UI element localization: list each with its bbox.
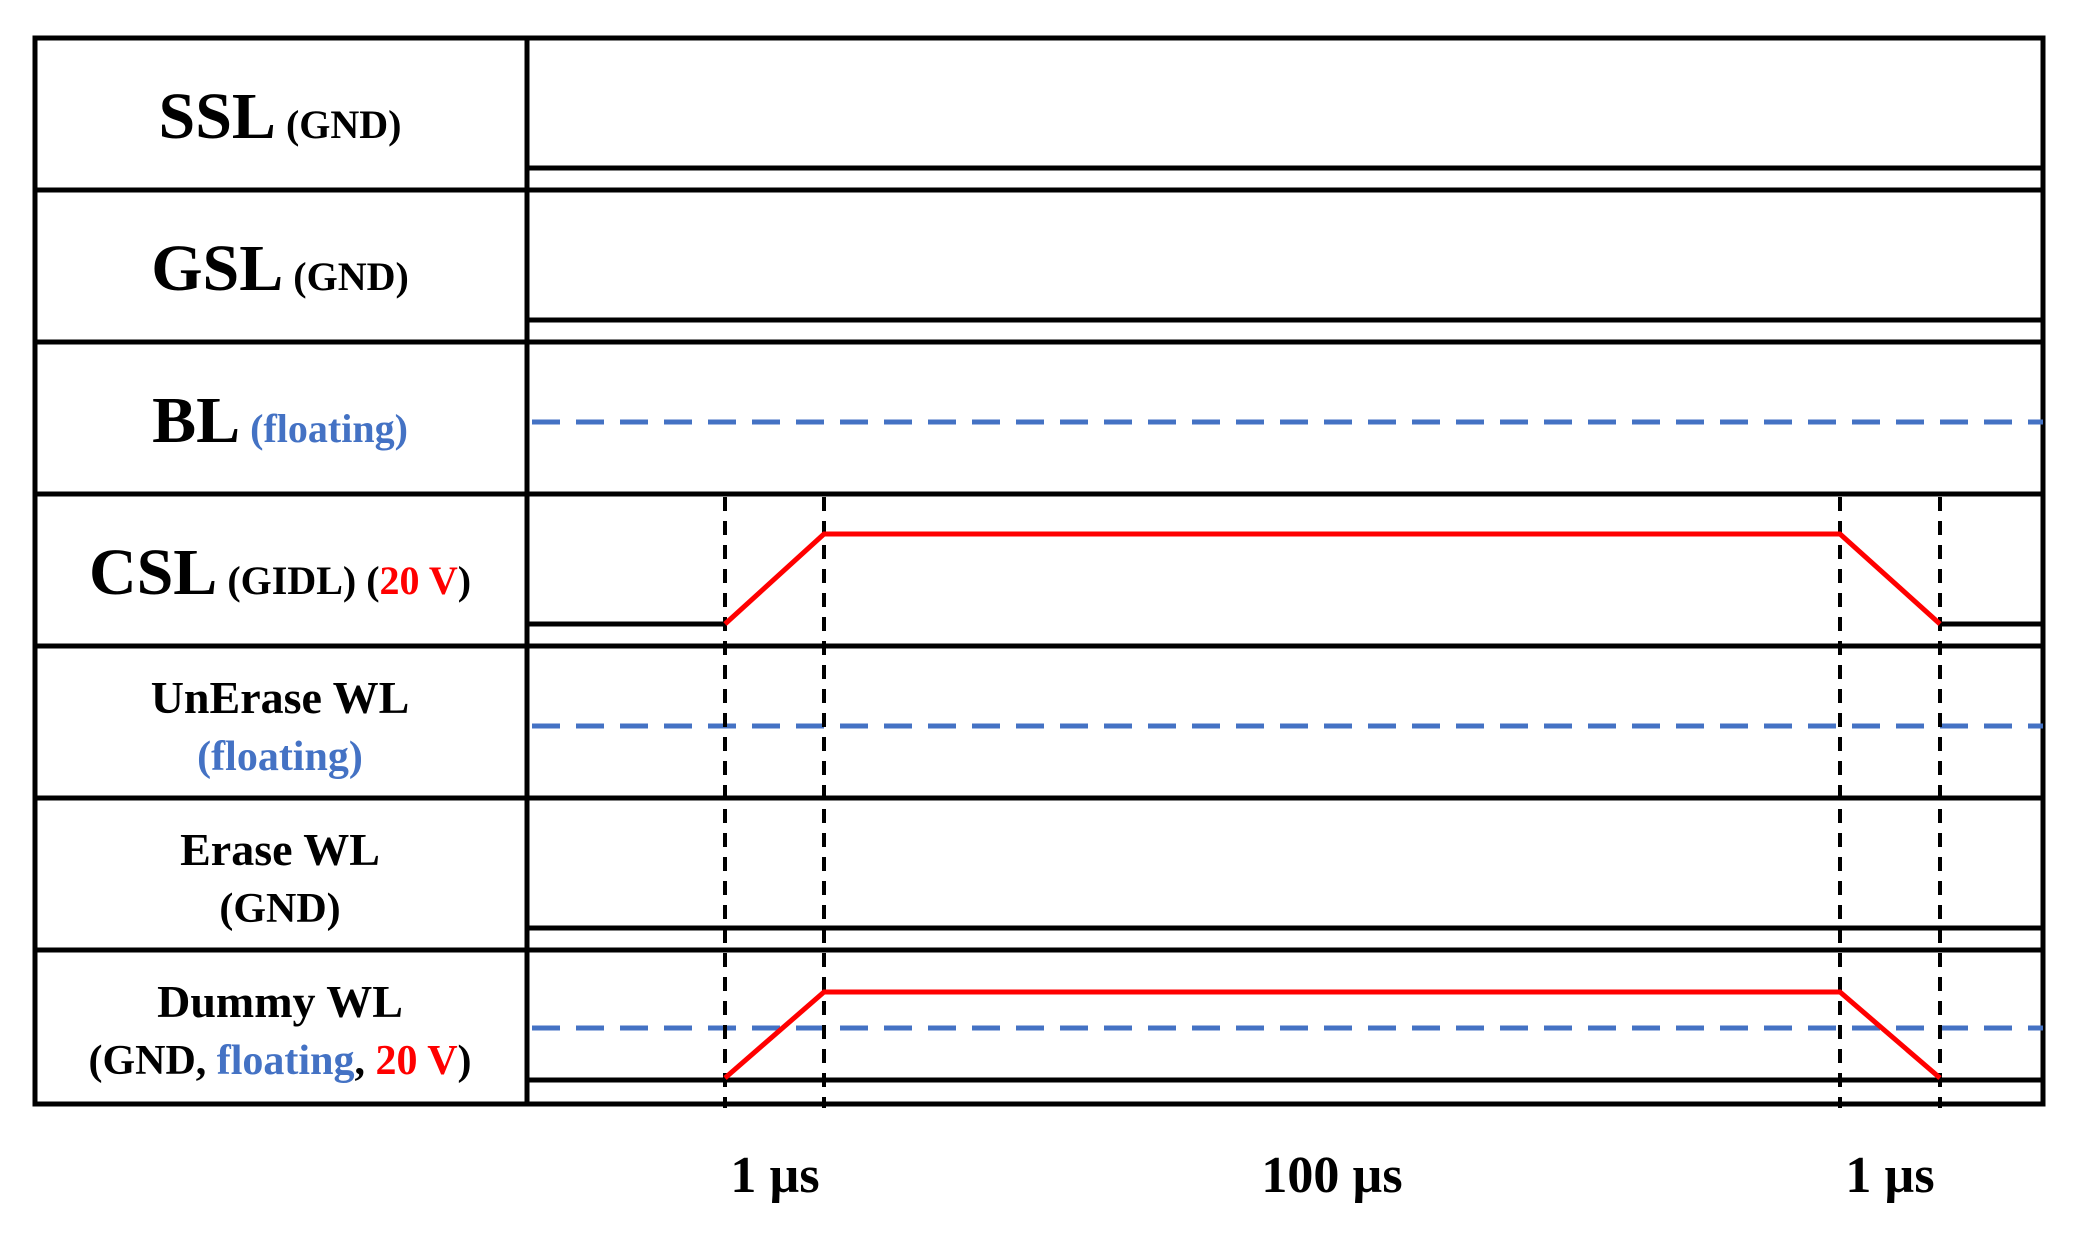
erase-wl-note: (GND) — [219, 886, 340, 932]
ground-lines — [527, 165, 2043, 1083]
phase-durations: 1 µs 100 µs 1 µs — [730, 1147, 1934, 1204]
csl-label: CSL (GIDL) (20 V) — [89, 536, 471, 609]
row-labels: SSL (GND) GSL (GND) BL (floating) CSL (GIDL)… — [88, 80, 471, 1084]
hold-duration-label: 100 µs — [1261, 1147, 1402, 1204]
csl-pulse-waveform — [723, 531, 1942, 626]
timing-markers — [723, 497, 1942, 1108]
unerase-wl-label: UnErase WL — [151, 672, 410, 723]
pulse-waveforms — [723, 531, 1942, 1080]
gsl-label: GSL (GND) — [151, 232, 409, 305]
erase-wl-label: Erase WL — [180, 824, 380, 875]
dummy-wl-label: Dummy WL — [157, 976, 403, 1027]
floating-lines — [532, 419, 2043, 1031]
ssl-label: SSL (GND) — [159, 80, 402, 153]
rise-duration-label: 1 µs — [730, 1147, 819, 1204]
table-border — [32, 35, 2046, 1107]
dummy-wl-pulse-waveform — [723, 989, 1942, 1080]
dummy-wl-note: (GND, floating, 20 V) — [88, 1038, 471, 1084]
bl-label: BL (floating) — [152, 384, 408, 457]
unerase-wl-note: (floating) — [197, 734, 363, 780]
fall-duration-label: 1 µs — [1845, 1147, 1934, 1204]
